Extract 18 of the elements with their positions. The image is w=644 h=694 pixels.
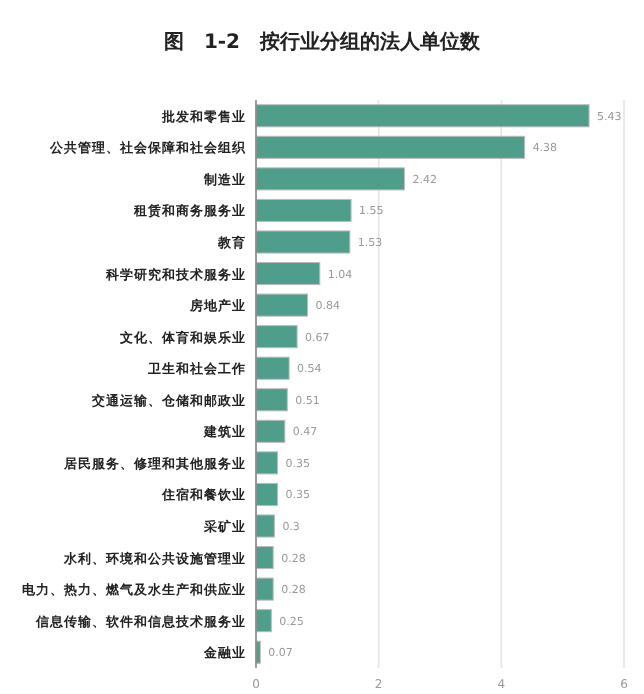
bar <box>255 135 526 159</box>
bar <box>255 388 288 412</box>
bar <box>255 198 352 222</box>
bar <box>255 577 274 601</box>
bar <box>255 419 286 443</box>
bar <box>255 167 405 191</box>
bar <box>255 514 275 538</box>
bar <box>255 609 272 633</box>
bar <box>255 546 274 570</box>
bar <box>255 451 278 475</box>
bar <box>255 482 278 506</box>
chart-title: 图 1-2 按行业分组的法人单位数 <box>163 30 483 54</box>
bar <box>255 262 321 286</box>
bar <box>255 104 590 128</box>
bar <box>255 230 351 254</box>
bar <box>255 293 309 317</box>
bar <box>255 325 298 349</box>
bar <box>255 356 290 380</box>
